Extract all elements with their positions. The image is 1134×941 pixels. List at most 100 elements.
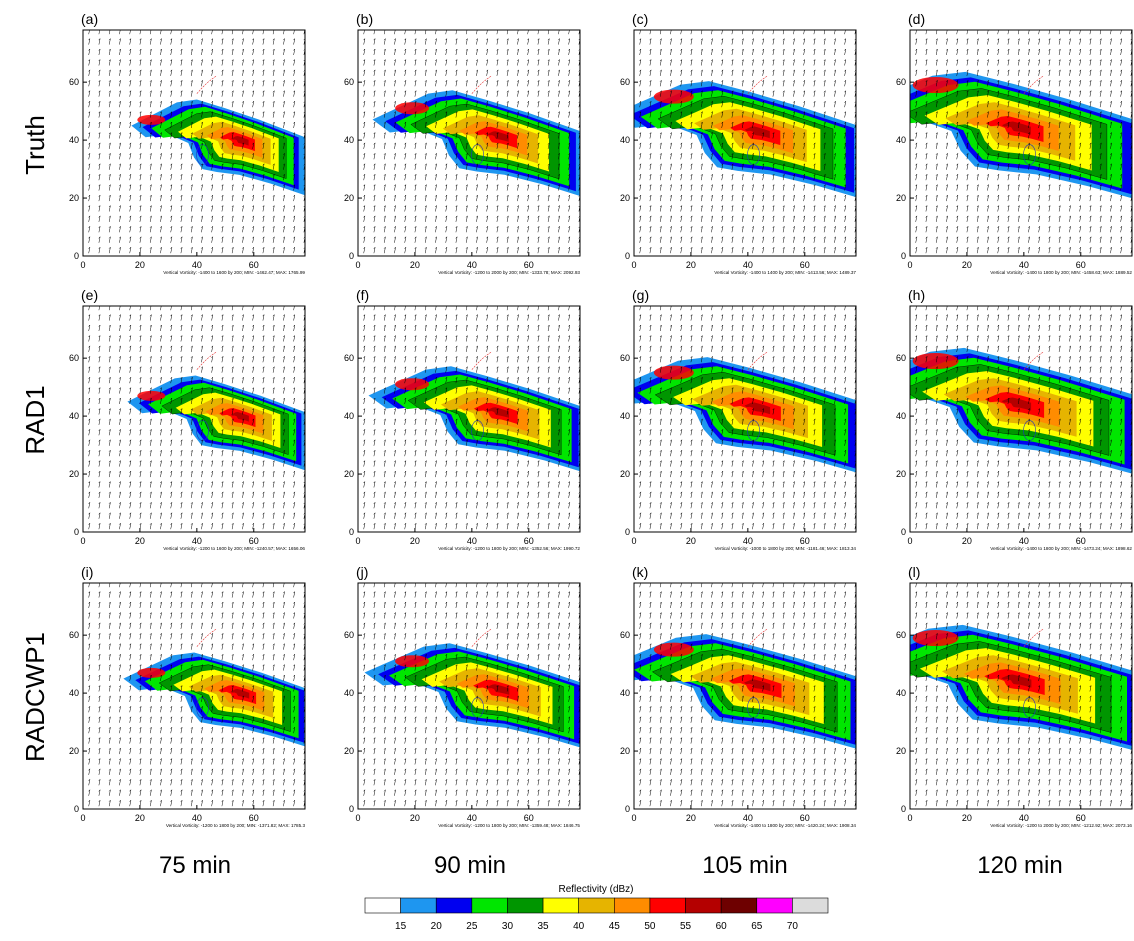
- colorbar-label: 25: [466, 921, 478, 932]
- colorbar-label: 45: [609, 921, 621, 932]
- y-tick-label: 0: [901, 804, 906, 814]
- x-tick-label: 0: [631, 813, 636, 823]
- colorbar-swatch: [400, 897, 437, 914]
- x-tick-label: 20: [410, 260, 420, 270]
- field: [910, 30, 1132, 254]
- vorticity-contours: [471, 351, 493, 370]
- y-tick-label: 20: [344, 746, 354, 756]
- plot-frame: [357, 29, 581, 257]
- colorbar-swatch: [756, 897, 793, 914]
- reflectivity-layer: [231, 136, 249, 146]
- wind-vectors: [88, 30, 305, 254]
- y-tick-label: 60: [896, 77, 906, 87]
- y-tick-label: 40: [896, 688, 906, 698]
- y-tick-label: 40: [620, 135, 630, 145]
- x-tick-label: 40: [467, 813, 477, 823]
- reflectivity-core: [912, 353, 959, 370]
- x-tick-label: 40: [192, 813, 202, 823]
- panel-label: (d): [908, 11, 925, 27]
- column-label: 120 min: [977, 852, 1062, 879]
- y-tick-label: 20: [896, 469, 906, 479]
- x-tick-label: 40: [192, 536, 202, 546]
- reflectivity-layer: [744, 402, 771, 415]
- wind-vectors: [915, 306, 1132, 530]
- vorticity-contours: [196, 75, 218, 94]
- panel: 0 20 40 60 0 20 40 60 (g) Vertical Vorticity: -10…: [620, 287, 857, 551]
- x-tick-label: 20: [686, 813, 696, 823]
- y-tick-label: 0: [349, 251, 354, 261]
- x-tick-label: 40: [467, 536, 477, 546]
- x-tick-label: 60: [800, 536, 810, 546]
- x-tick-label: 60: [800, 813, 810, 823]
- y-tick-label: 0: [349, 527, 354, 537]
- x-tick-label: 60: [249, 813, 259, 823]
- row-label: RAD1: [20, 385, 50, 454]
- panel: 0 20 40 60 0 20 40 60 (e) Vertical Vorticity: -12…: [69, 287, 306, 551]
- y-tick-label: 0: [625, 527, 630, 537]
- colorbar-label: 65: [751, 921, 763, 932]
- reflectivity-core: [395, 102, 430, 115]
- colorbar-title: Reflectivity (dBz): [558, 884, 633, 895]
- colorbar-swatch: [364, 897, 401, 914]
- y-tick-label: 0: [349, 804, 354, 814]
- row-label: RADCWP1: [20, 632, 50, 762]
- field: [634, 583, 856, 807]
- colorbar-label: 30: [502, 921, 514, 932]
- x-tick-label: 60: [524, 536, 534, 546]
- panel-note: Vertical Vorticity: -1200 to 2000 by 200…: [990, 823, 1132, 828]
- x-tick-label: 0: [907, 813, 912, 823]
- y-tick-label: 0: [625, 251, 630, 261]
- vorticity-contours: [1023, 351, 1045, 370]
- reflectivity-layer: [744, 126, 770, 139]
- colorbar-label: 55: [680, 921, 692, 932]
- column-label: 105 min: [702, 852, 787, 879]
- reflectivity-layer: [1001, 397, 1032, 411]
- panel-note: Vertical Vorticity: -1400 to 1800 by 200…: [990, 270, 1132, 275]
- panel-note: Vertical Vorticity: -1400 to 1800 by 200…: [990, 546, 1132, 551]
- y-tick-label: 20: [344, 469, 354, 479]
- y-tick-label: 20: [344, 193, 354, 203]
- colorbar-label: 40: [573, 921, 585, 932]
- x-tick-label: 40: [467, 260, 477, 270]
- y-tick-label: 40: [69, 688, 79, 698]
- y-tick-label: 60: [69, 353, 79, 363]
- panel: 0 20 40 60 0 20 40 60 (i) Vertical Vorticity: -12…: [69, 564, 306, 828]
- x-tick-label: 0: [355, 813, 360, 823]
- x-tick-label: 0: [355, 536, 360, 546]
- wind-vectors: [915, 583, 1132, 807]
- colorbar-swatch: [435, 897, 473, 914]
- x-tick-label: 40: [1019, 260, 1029, 270]
- reflectivity-layer: [1002, 121, 1031, 135]
- x-tick-label: 60: [524, 260, 534, 270]
- y-tick-label: 60: [69, 77, 79, 87]
- y-tick-label: 60: [896, 630, 906, 640]
- panel-label: (f): [356, 287, 369, 303]
- y-tick-label: 40: [344, 688, 354, 698]
- y-tick-label: 40: [344, 135, 354, 145]
- panel-label: (j): [356, 564, 368, 580]
- reflectivity-layer: [486, 684, 510, 695]
- vorticity-contours: [747, 628, 769, 647]
- column-label: 75 min: [159, 852, 231, 879]
- colorbar-swatch: [542, 897, 579, 914]
- field: [910, 583, 1132, 807]
- panel-note: Vertical Vorticity: -1200 to 1800 by 200…: [166, 823, 306, 828]
- colorbar-swatch: [792, 897, 829, 914]
- x-tick-label: 60: [1076, 260, 1086, 270]
- field: [363, 30, 580, 254]
- reflectivity-layer: [230, 412, 249, 422]
- reflectivity-core: [912, 630, 959, 647]
- wind-vectors: [363, 306, 580, 530]
- colorbar-swatch: [578, 897, 615, 914]
- panel-label: (k): [632, 564, 648, 580]
- y-tick-label: 40: [69, 135, 79, 145]
- y-tick-label: 40: [620, 411, 630, 421]
- x-tick-label: 20: [135, 260, 145, 270]
- y-tick-label: 60: [620, 630, 630, 640]
- x-tick-label: 20: [410, 813, 420, 823]
- x-tick-label: 60: [1076, 813, 1086, 823]
- x-tick-label: 0: [80, 536, 85, 546]
- panel-label: (g): [632, 287, 649, 303]
- x-tick-label: 40: [192, 260, 202, 270]
- vorticity-contours: [196, 628, 218, 647]
